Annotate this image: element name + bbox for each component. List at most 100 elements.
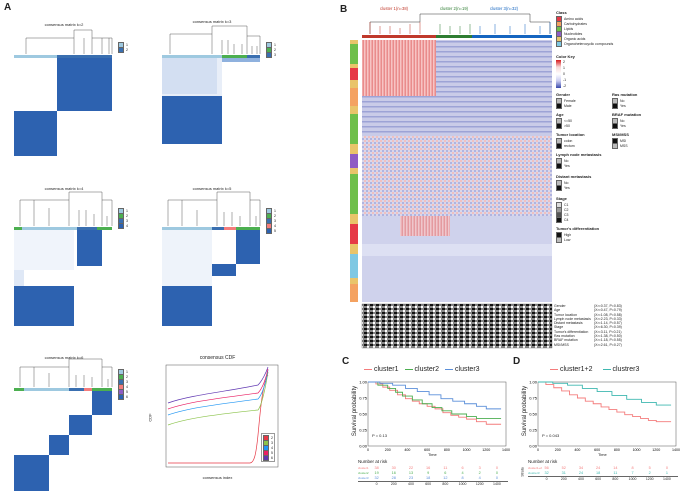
km-d-risk-cell: 2 (648, 470, 651, 475)
km-d-risk-cell: 56 (544, 465, 549, 470)
annot-lymph-name: Lymph node metastasis (554, 316, 591, 321)
distant-no: No (564, 180, 569, 185)
lymph-legend: Lymph node metastasis No Yes (556, 152, 602, 169)
km-c-pvalue: P = 0.13 (372, 433, 387, 438)
km-c-risk-cell: 38 (374, 465, 379, 470)
km-d-risk-xtick: 1000 (628, 477, 637, 481)
panel-label-c: C (342, 356, 350, 367)
km-c-risk-table: cluster1 38 30 22 16 11 6 3 0 cluster2 19 16 13 9 6 4 2 0… (358, 465, 508, 487)
km-c-risk-row: cluster3 32 28 23 18 12 8 4 0 (358, 475, 508, 480)
km-d-risk-cell: 32 (544, 470, 549, 475)
km-d-xtick: 1200 (652, 448, 660, 452)
msi-msi: MSI (620, 138, 627, 143)
gender-female: Female (564, 98, 576, 103)
ras-title: Ras mutation (612, 92, 638, 97)
stage-c3: C3 (564, 212, 569, 217)
legend-k2-2: 2 (126, 47, 128, 52)
km-d-ytick: 0.25 (529, 428, 538, 433)
consensus-title-k2: consensus matrix k=2 (44, 22, 84, 27)
annot-gender-stat: (X²=0.37, P=0.83) (594, 304, 622, 308)
km-c-risk-cell: 30 (391, 465, 396, 470)
legend-k5-2: 2 (274, 213, 276, 218)
cdf-graphic (165, 364, 279, 468)
cdf-legend-5: 5 (271, 450, 273, 455)
km-c-xtick: 400 (404, 448, 410, 452)
km-d-risk-cell: 0 (665, 465, 668, 470)
annot-gender-name: Gender (554, 304, 566, 308)
km-c-risk-cell: 6 (461, 465, 464, 470)
consensus-k4-graphic (14, 191, 113, 326)
consensus-k6-graphic (14, 358, 113, 491)
diff-low: Low (564, 237, 571, 242)
color-key: Color Key 2 1 0 -1 -2 (556, 54, 575, 88)
km-c-ytick: 0.50 (359, 412, 368, 417)
consensus-matrix-k2: consensus matrix k=2 1 2 (14, 16, 128, 156)
km-c-risk-cell: 4 (461, 470, 464, 475)
annot-braf-name: BRAF mutation (554, 338, 578, 343)
km-d-risk-xtick: 800 (612, 477, 619, 481)
km-c-risk-axis: 0 200 400 600 800 1000 1200 1400 (358, 481, 508, 487)
km-c-risk-cell: 3 (478, 465, 481, 470)
consensus-matrix-k6: consensus matrix k=6 1 2 3 4 5 6 (14, 355, 128, 491)
km-c-risk-cell: 0 (495, 465, 498, 470)
km-d-risk-cell: 11 (613, 470, 618, 475)
legend-k5-3: 3 (274, 218, 276, 223)
legend-k4-3: 3 (126, 218, 128, 223)
annot-msi-name: MSI/MSS (554, 342, 569, 347)
gender-title: Gender (556, 92, 571, 97)
km-c-legend-cluster1: cluster1 (374, 366, 399, 373)
cluster2-label: cluster 2(n=19) (440, 6, 469, 11)
legend-k6-5: 5 (126, 389, 128, 394)
braf-title: BRAF mutation (612, 112, 642, 117)
km-c-risk-xtick: 0 (375, 482, 378, 486)
color-key-bar (556, 60, 561, 88)
cdf-xlabel: consensus index (202, 475, 233, 480)
km-c-risk-xtick: 600 (425, 482, 432, 486)
km-d-graphic: 0.00 0.25 0.50 0.75 1.00 0 200 400 600 800 1000 120… (529, 380, 680, 453)
km-d-ytick: 0.00 (529, 444, 538, 449)
lymph-yes: Yes (564, 163, 570, 168)
km-d-xtick: 0 (537, 448, 539, 452)
cluster1-label: cluster 1(n=38) (380, 6, 409, 11)
km-d-risk-xtick: 200 (560, 477, 567, 481)
km-c-risk-xtick: 1200 (475, 482, 484, 486)
annot-distant-name: Distant metastasis (554, 321, 583, 326)
km-c-risk-cell: 0 (495, 475, 498, 480)
km-d-xtick: 600 (594, 448, 600, 452)
legend-k3-3: 3 (274, 52, 276, 57)
location-title: Tumor location (556, 132, 585, 137)
age-title: Age (556, 112, 564, 117)
annot-location-name: Tumor location (554, 312, 578, 317)
km-c-risk-cell: 16 (426, 465, 431, 470)
diff-high: High (564, 232, 572, 237)
km-c-risk-xtick: 1000 (458, 482, 467, 486)
km-c-risk-cell: 23 (408, 475, 414, 480)
annot-age-name: Age (554, 308, 561, 313)
km-d-risk-cell: 1 (665, 470, 668, 475)
lymph-title: Lymph node metastasis (556, 152, 602, 157)
heatmap-panel: cluster 1(n=38) cluster 2(n=19) cluster … (340, 4, 685, 352)
km-c-ytick: 1.00 (359, 380, 368, 385)
stage-c1: C1 (564, 202, 569, 207)
km-d-risk-xtick: 0 (545, 477, 548, 481)
km-c-risk-cell: 4 (478, 475, 481, 480)
km-d-ytick: 1.00 (529, 380, 538, 385)
km-c-risk-cell: 11 (443, 465, 448, 470)
consensus-title-k3: consensus matrix k=3 (192, 19, 232, 24)
km-c-curve-cluster3 (368, 381, 502, 410)
consensus-matrix-k4: consensus matrix k=4 1 2 3 4 (14, 186, 128, 326)
consensus-cdf-plot: consensus CDF consensus index CDF 2 3 4 … (148, 355, 285, 491)
cdf-title: consensus CDF (199, 355, 236, 361)
msi-title: MSI/MSS (612, 132, 629, 137)
braf-yes: Yes (620, 123, 626, 128)
km-c-curve-cluster1 (368, 381, 502, 425)
class-carb: Carbohydrates (564, 21, 587, 26)
km-d-strata-label: Strata (520, 467, 525, 477)
km-c-risk-cell: 16 (391, 470, 396, 475)
annot-stage-name: Stage (554, 325, 564, 330)
age-gt50: >50 (564, 123, 570, 128)
gender-male: Male (564, 103, 572, 108)
stage-legend: Stage C1 C2 C3 C4 (556, 196, 569, 223)
stage-title: Stage (556, 196, 567, 201)
km-d-risk-xtick: 400 (578, 477, 584, 481)
